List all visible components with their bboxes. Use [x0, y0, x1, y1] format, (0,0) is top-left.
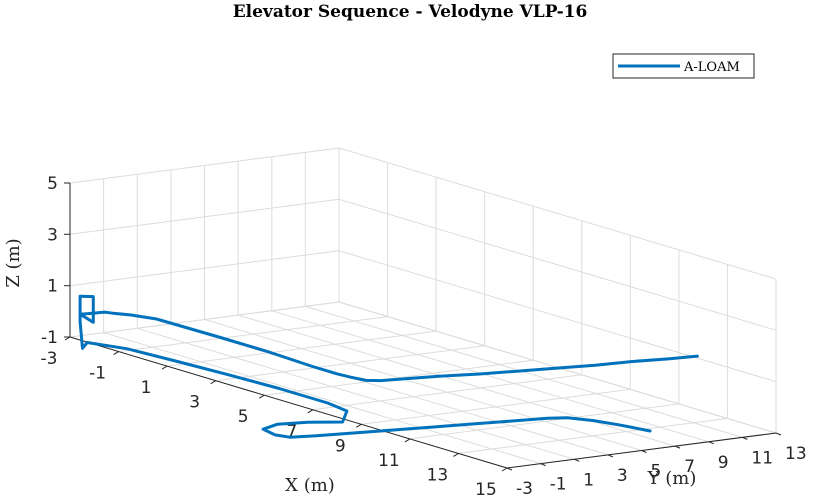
y-tick-label: -3 — [516, 479, 533, 499]
y-tick-label: 7 — [684, 457, 695, 477]
grid-line — [338, 250, 777, 383]
chart-title: Elevator Sequence - Velodyne VLP-16 — [233, 2, 588, 22]
y-tick-mark — [708, 441, 714, 445]
grid-line — [103, 332, 541, 465]
x-tick-label: -3 — [41, 349, 58, 369]
x-tick-mark — [258, 394, 265, 399]
grid-line — [271, 310, 709, 443]
y-tick-label: 9 — [718, 453, 729, 473]
grid-line — [338, 147, 777, 280]
z-tick-label: 1 — [47, 277, 58, 297]
x-tick-mark — [501, 467, 508, 472]
x-tick-label: 3 — [189, 393, 200, 413]
plot-series — [78, 294, 699, 439]
y-tick-label: -1 — [550, 475, 567, 495]
y-axis-label: Y (m) — [647, 468, 697, 489]
legend-label: A-LOAM — [683, 60, 740, 75]
x-tick-mark — [356, 423, 362, 428]
y-tick-mark — [674, 445, 681, 449]
x-axis-label: X (m) — [285, 475, 335, 496]
grid-line — [204, 319, 642, 451]
y-tick-label: 3 — [617, 466, 628, 486]
x-tick-mark — [161, 365, 168, 370]
x-tick-label: 1 — [141, 378, 152, 398]
x-tick-label: 11 — [378, 451, 400, 471]
grid-line — [69, 198, 340, 235]
grid-line — [237, 314, 676, 447]
x-tick-mark — [404, 438, 411, 443]
chart-legend: A-LOAM — [612, 53, 755, 79]
x-tick-mark — [113, 351, 119, 356]
y-tick-label: 13 — [785, 444, 807, 464]
x-tick-label: -1 — [89, 364, 106, 384]
x-tick-mark — [210, 380, 216, 385]
y-tick-mark — [641, 450, 647, 453]
y-tick-mark — [540, 463, 546, 467]
x-tick-label: 7 — [286, 422, 297, 442]
x-tick-label: 5 — [238, 407, 249, 427]
y-tick-label: 5 — [651, 462, 662, 482]
trajectory-line — [78, 294, 699, 439]
grid-line — [137, 327, 575, 460]
x-tick-label: 15 — [475, 480, 497, 499]
z-axis-label: Z (m) — [3, 238, 24, 287]
grid-line — [69, 301, 340, 338]
x-tick-mark — [307, 409, 314, 414]
z-tick-label: 5 — [47, 174, 58, 194]
grid-line — [69, 250, 340, 287]
x-tick-label: 9 — [335, 436, 346, 456]
y-tick-label: 1 — [583, 470, 594, 490]
x-tick-label: 13 — [427, 465, 449, 485]
y-tick-mark — [506, 467, 513, 471]
grid-line — [338, 198, 777, 331]
y-tick-mark — [574, 458, 580, 462]
y-tick-mark — [607, 454, 614, 458]
z-tick-label: -1 — [41, 328, 58, 348]
y-tick-mark — [742, 436, 748, 440]
y-tick-label: 11 — [751, 448, 773, 468]
grid-line — [69, 147, 340, 184]
x-axis-line — [69, 336, 508, 469]
y-tick-mark — [775, 432, 782, 436]
x-tick-mark — [453, 452, 459, 457]
z-tick-label: 3 — [47, 225, 58, 245]
